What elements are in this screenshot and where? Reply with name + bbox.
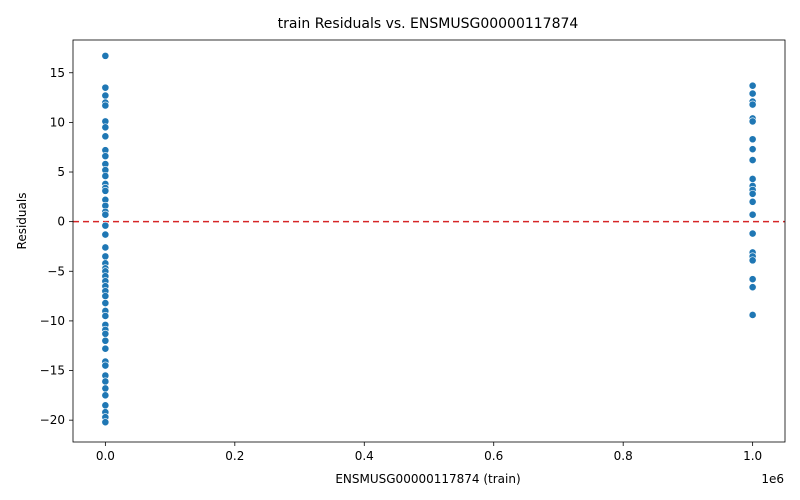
- data-point: [101, 391, 110, 400]
- data-point: [748, 156, 757, 165]
- data-point: [101, 123, 110, 132]
- data-point: [101, 152, 110, 161]
- data-point: [101, 243, 110, 252]
- x-tick-label: 0.4: [355, 449, 374, 463]
- data-point: [748, 210, 757, 219]
- data-point: [101, 221, 110, 230]
- data-point: [101, 336, 110, 345]
- data-point: [101, 377, 110, 386]
- plot-area: 0.0 0.2 0.4 0.6 0.8 1.0 −20 −15 −10 −5 0 5 10 15: [40, 39, 786, 463]
- data-point: [101, 172, 110, 180]
- x-tick-label: 0.8: [614, 449, 633, 463]
- data-point: [748, 311, 757, 319]
- data-point: [101, 186, 110, 195]
- data-point: [748, 145, 757, 154]
- data-point: [101, 210, 110, 219]
- y-axis-label: Residuals: [15, 193, 29, 250]
- data-point: [101, 101, 110, 110]
- y-tick-label: −5: [47, 264, 65, 278]
- y-tick-label: 10: [50, 115, 65, 129]
- y-tick-label: 0: [57, 215, 65, 229]
- x-tick-label: 0.0: [96, 449, 115, 463]
- data-point: [101, 384, 110, 393]
- data-point: [748, 135, 757, 144]
- data-point: [101, 230, 110, 239]
- data-point: [101, 292, 110, 300]
- data-point: [101, 401, 110, 410]
- data-point: [748, 197, 757, 206]
- data-point: [101, 344, 110, 353]
- data-point: [101, 132, 110, 141]
- data-point: [748, 89, 757, 98]
- data-point: [748, 283, 757, 292]
- data-point: [101, 299, 110, 307]
- data-point: [101, 418, 110, 427]
- y-tick-label: −20: [40, 413, 65, 427]
- data-point: [748, 117, 757, 126]
- data-point: [101, 312, 110, 320]
- data-point: [101, 329, 110, 338]
- x-axis-offset-text: 1e6: [761, 472, 784, 486]
- data-point: [748, 175, 757, 183]
- y-tick-label: −15: [40, 364, 65, 378]
- chart-title: train Residuals vs. ENSMUSG00000117874: [278, 16, 579, 32]
- data-point: [748, 275, 757, 284]
- data-point: [101, 252, 110, 261]
- x-axis-label: ENSMUSG00000117874 (train): [335, 472, 520, 486]
- y-tick-label: 5: [57, 165, 65, 179]
- x-tick-label: 0.6: [484, 449, 503, 463]
- y-tick-label: 15: [50, 66, 65, 80]
- y-tick-label: −10: [40, 314, 65, 328]
- data-point: [748, 81, 757, 90]
- data-point: [748, 189, 757, 198]
- data-point: [748, 100, 757, 109]
- data-point: [101, 91, 110, 100]
- x-tick-label: 0.2: [225, 449, 244, 463]
- data-point: [101, 51, 110, 60]
- data-point: [748, 229, 757, 238]
- axes-frame: [72, 39, 786, 443]
- data-point: [748, 256, 757, 265]
- data-point: [101, 83, 110, 92]
- x-tick-label: 1.0: [743, 449, 762, 463]
- data-point: [101, 361, 110, 370]
